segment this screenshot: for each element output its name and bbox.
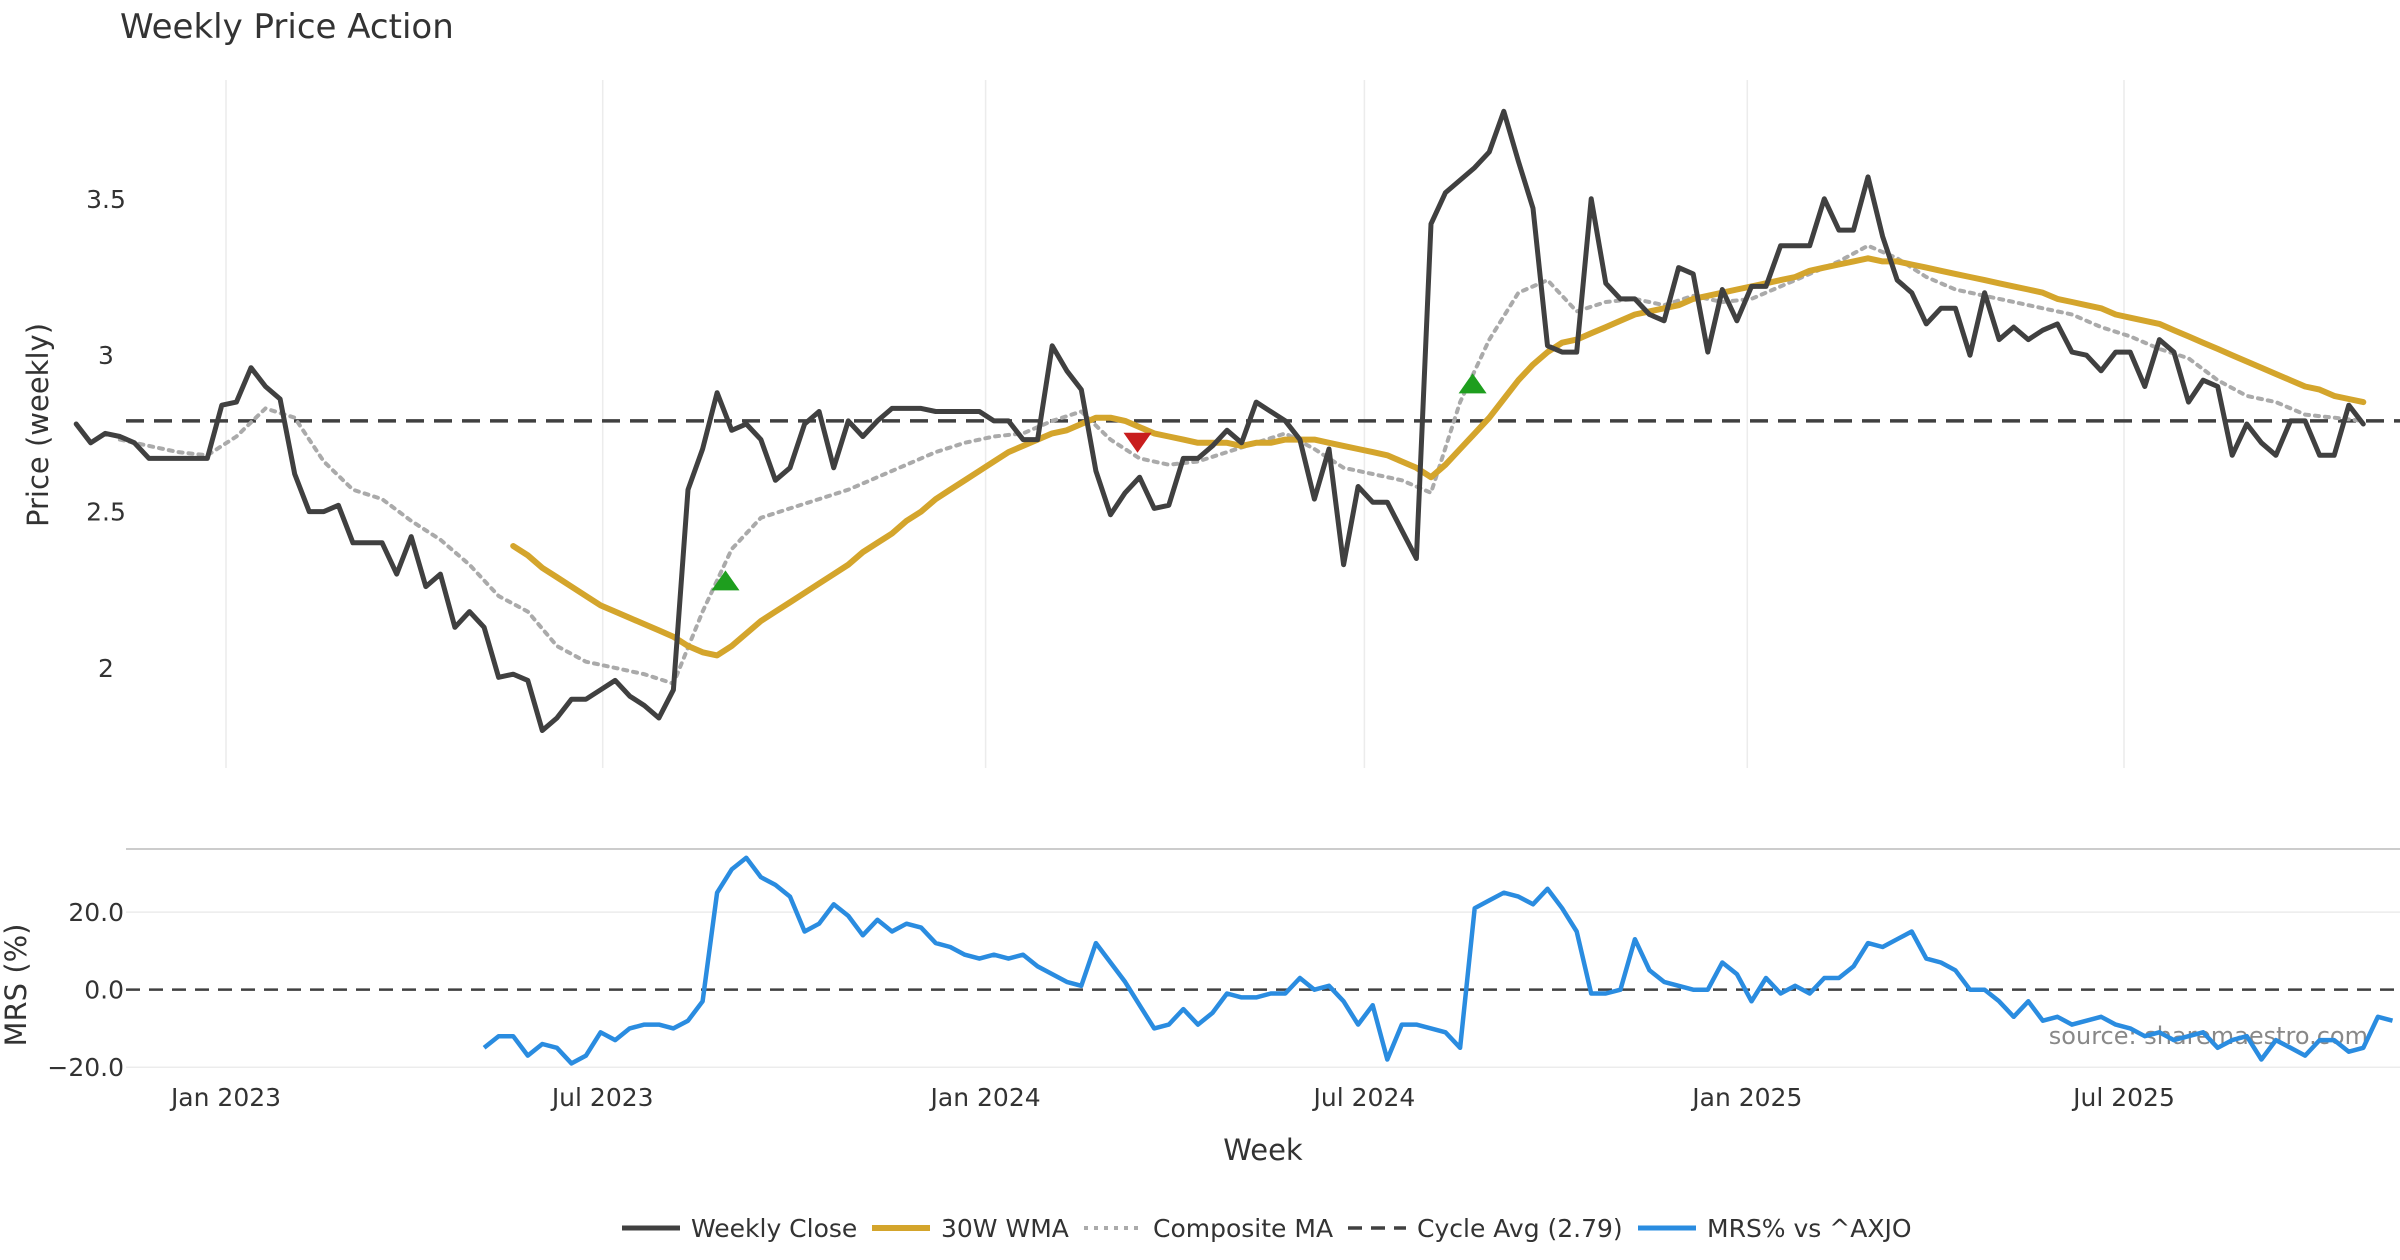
mrs-y-tick-label: 20.0 bbox=[68, 898, 124, 927]
x-axis-label: Week bbox=[1223, 1133, 1303, 1167]
legend-item: MRS% vs ^AXJO bbox=[1638, 1214, 1912, 1243]
x-tick-label: Jan 2025 bbox=[1690, 1083, 1802, 1112]
x-tick-label: Jan 2023 bbox=[169, 1083, 281, 1112]
legend-item: Composite MA bbox=[1084, 1214, 1333, 1243]
grid-layer bbox=[126, 80, 2400, 1068]
legend-label: 30W WMA bbox=[941, 1214, 1069, 1243]
legend: Weekly Close 30W WMA Composite MA Cycle Avg… bbox=[622, 1214, 1912, 1243]
series-line-weekly-close bbox=[73, 108, 2366, 733]
legend-label: MRS% vs ^AXJO bbox=[1707, 1214, 1912, 1243]
mrs-y-tick-label: −20.0 bbox=[47, 1053, 124, 1082]
price-y-tick-label: 3.5 bbox=[86, 185, 126, 214]
legend-item: 30W WMA bbox=[872, 1214, 1069, 1243]
chart-title: Weekly Price Action bbox=[120, 7, 454, 47]
mrs-panel bbox=[126, 855, 2400, 1066]
price-y-tick-label: 3 bbox=[98, 341, 114, 370]
price-y-tick-label: 2.5 bbox=[86, 498, 126, 527]
price-panel bbox=[73, 108, 2400, 733]
x-tick-label: Jul 2025 bbox=[2071, 1083, 2175, 1112]
buy-signal-marker bbox=[711, 570, 740, 591]
x-tick-label: Jul 2024 bbox=[1312, 1083, 1416, 1112]
legend-label: Composite MA bbox=[1153, 1214, 1333, 1243]
legend-item: Weekly Close bbox=[622, 1214, 857, 1243]
price-y-tick-label: 2 bbox=[98, 654, 114, 683]
legend-label: Weekly Close bbox=[691, 1214, 857, 1243]
mrs-y-tick-label: 0.0 bbox=[84, 976, 124, 1005]
series-line-composite-ma bbox=[117, 243, 2366, 686]
tick-labels: 2 2.5 3 3.5 −20.0 0.0 20.0 Jan 2023 Jul 2023 Jan … bbox=[47, 185, 2174, 1112]
series-line-mrs bbox=[482, 855, 2394, 1066]
sell-signal-marker bbox=[1123, 432, 1152, 453]
series-line-30w-wma bbox=[510, 255, 2367, 659]
mrs-axis-label: MRS (%) bbox=[0, 924, 33, 1047]
x-tick-label: Jul 2023 bbox=[550, 1083, 654, 1112]
legend-item: Cycle Avg (2.79) bbox=[1348, 1214, 1623, 1243]
buy-signal-marker bbox=[1458, 373, 1487, 394]
x-tick-label: Jan 2024 bbox=[929, 1083, 1041, 1112]
legend-label: Cycle Avg (2.79) bbox=[1417, 1214, 1623, 1243]
price-axis-label: Price (weekly) bbox=[21, 323, 55, 527]
